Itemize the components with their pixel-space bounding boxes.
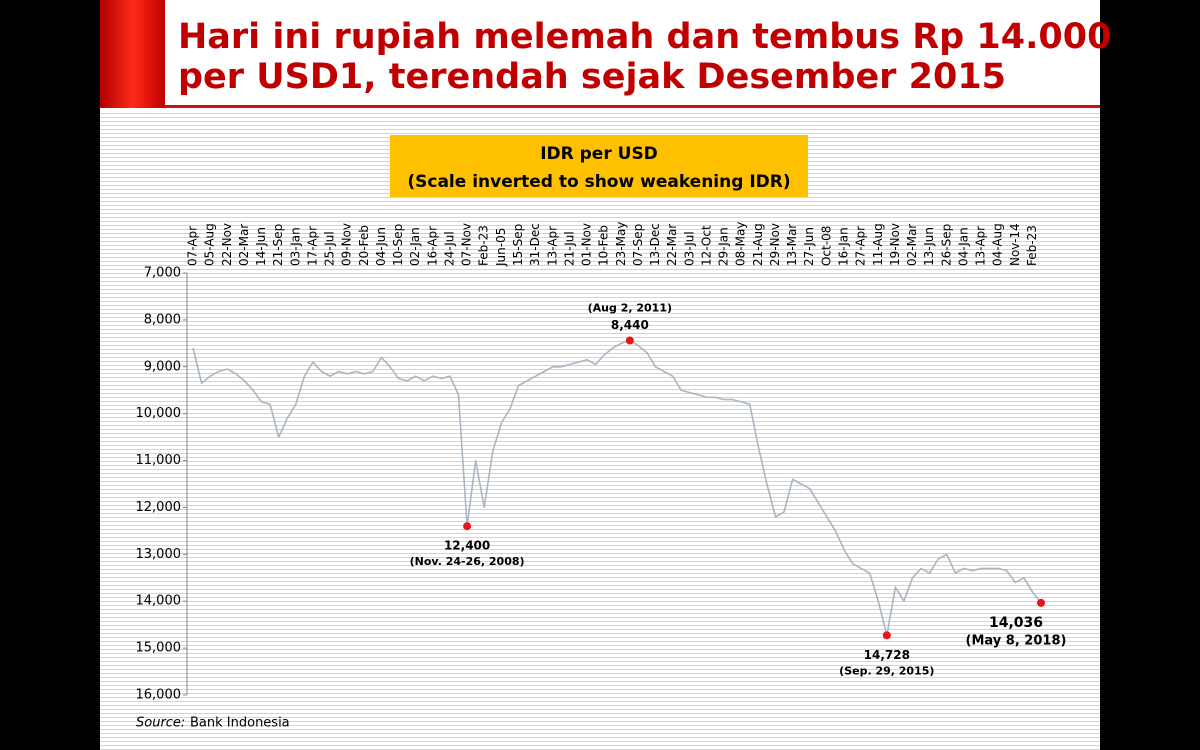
x-tick-label: 17-Apr [305, 226, 319, 266]
source-text: Bank Indonesia [190, 716, 290, 731]
slide-background [100, 110, 1100, 750]
x-tick-label: 01-Nov [580, 223, 594, 266]
chart-subtitle: (Scale inverted to show weakening IDR) [407, 172, 790, 192]
x-tick-label: Feb-23 [1025, 225, 1039, 266]
title-rule [165, 105, 1100, 108]
x-tick-label: Oct-08 [819, 226, 833, 266]
annotation-note: (Aug 2, 2011) [588, 302, 672, 315]
annotation-label: 14,036 [989, 615, 1043, 631]
x-tick-label: 19-Nov [888, 223, 902, 266]
x-tick-label: 21-Aug [751, 223, 765, 266]
y-tick-label: 10,000 [136, 406, 182, 421]
x-tick-label: 03-Jul [682, 231, 696, 266]
x-tick-label: 21-Jul [562, 231, 576, 266]
source-label: Source: [136, 716, 185, 731]
x-tick-label: 04-Jun [374, 227, 388, 266]
annotation-note: (Nov. 24-26, 2008) [410, 555, 525, 568]
annotation-marker [463, 522, 472, 531]
x-tick-label: 05-Aug [203, 223, 217, 266]
x-tick-label: 22-Mar [665, 224, 679, 266]
annotation-marker [882, 631, 891, 640]
slide-title: Hari ini rupiah melemah dan tembus Rp 14… [178, 17, 1111, 57]
x-tick-label: 04-Jan [956, 227, 970, 266]
x-tick-label: 20-Feb [357, 225, 371, 266]
y-tick-label: 9,000 [144, 359, 181, 374]
price-line [192, 339, 1042, 637]
y-tick-label: 15,000 [136, 641, 182, 656]
x-tick-label: 02-Mar [905, 224, 919, 266]
y-tick-label: 11,000 [136, 453, 182, 468]
x-tick-label: 10-Feb [597, 225, 611, 266]
chart-title-box [390, 135, 808, 197]
x-tick-label: 03-Jan [288, 227, 302, 266]
x-tick-label: 09-Nov [340, 223, 354, 266]
x-tick-label: 26-Sep [939, 224, 953, 266]
annotation-label: 8,440 [611, 318, 649, 332]
x-tick-label: 27-Apr [854, 226, 868, 266]
x-tick-label: 13-Mar [785, 224, 799, 266]
x-tick-label: 29-Nov [768, 223, 782, 266]
x-tick-label: 31-Dec [528, 223, 542, 266]
annotation-label: 12,400 [444, 539, 490, 553]
x-tick-label: 13-Apr [545, 226, 559, 266]
x-tick-label: 14-Jun [254, 227, 268, 266]
x-tick-label: 07-Apr [186, 226, 200, 266]
x-tick-label: 08-May [734, 222, 748, 266]
x-tick-label: 12-Oct [699, 225, 713, 266]
x-tick-label: Jun-05 [494, 228, 508, 267]
x-tick-label: 11-Aug [871, 223, 885, 266]
y-tick-label: 12,000 [136, 500, 182, 515]
x-tick-label: Feb-23 [477, 225, 491, 266]
x-tick-label: 16-Apr [425, 226, 439, 266]
x-tick-label: 02-Mar [237, 224, 251, 266]
x-tick-label: 23-May [614, 222, 628, 266]
x-tick-label: 16-Jan [836, 227, 850, 266]
y-tick-label: 7,000 [144, 266, 181, 281]
x-tick-label: 07-Nov [460, 223, 474, 266]
x-tick-label: 04-Aug [991, 223, 1005, 266]
x-tick-label: 13-Jun [922, 227, 936, 266]
x-tick-label: 13-Apr [974, 226, 988, 266]
x-tick-label: 24-Jul [442, 231, 456, 266]
annotation-note: (May 8, 2018) [966, 633, 1067, 648]
chart-title: IDR per USD [540, 144, 658, 164]
annotation-label: 14,728 [864, 648, 910, 662]
x-tick-label: Nov-14 [1008, 223, 1022, 266]
x-tick-label: 13-Dec [648, 223, 662, 266]
y-tick-label: 14,000 [136, 594, 182, 609]
x-tick-label: 02-Jan [408, 227, 422, 266]
annotation-marker [1037, 598, 1045, 607]
x-tick-label: 27-Jun [802, 227, 816, 266]
x-tick-label: 29-Jan [717, 227, 731, 266]
slide-title: per USD1, terendah sejak Desember 2015 [178, 57, 1006, 97]
x-tick-label: 25-Jul [323, 231, 337, 266]
x-tick-label: 15-Sep [511, 224, 525, 266]
x-tick-label: 10-Sep [391, 224, 405, 266]
annotation-note: (Sep. 29, 2015) [839, 664, 934, 677]
annotation-marker [625, 336, 634, 345]
x-tick-label: 21-Sep [271, 224, 285, 266]
y-tick-label: 8,000 [144, 312, 181, 327]
y-tick-label: 16,000 [136, 688, 182, 703]
y-tick-label: 13,000 [136, 547, 182, 562]
x-tick-label: 22-Nov [220, 223, 234, 266]
x-tick-label: 07-Sep [631, 224, 645, 266]
accent-bar [100, 0, 165, 108]
